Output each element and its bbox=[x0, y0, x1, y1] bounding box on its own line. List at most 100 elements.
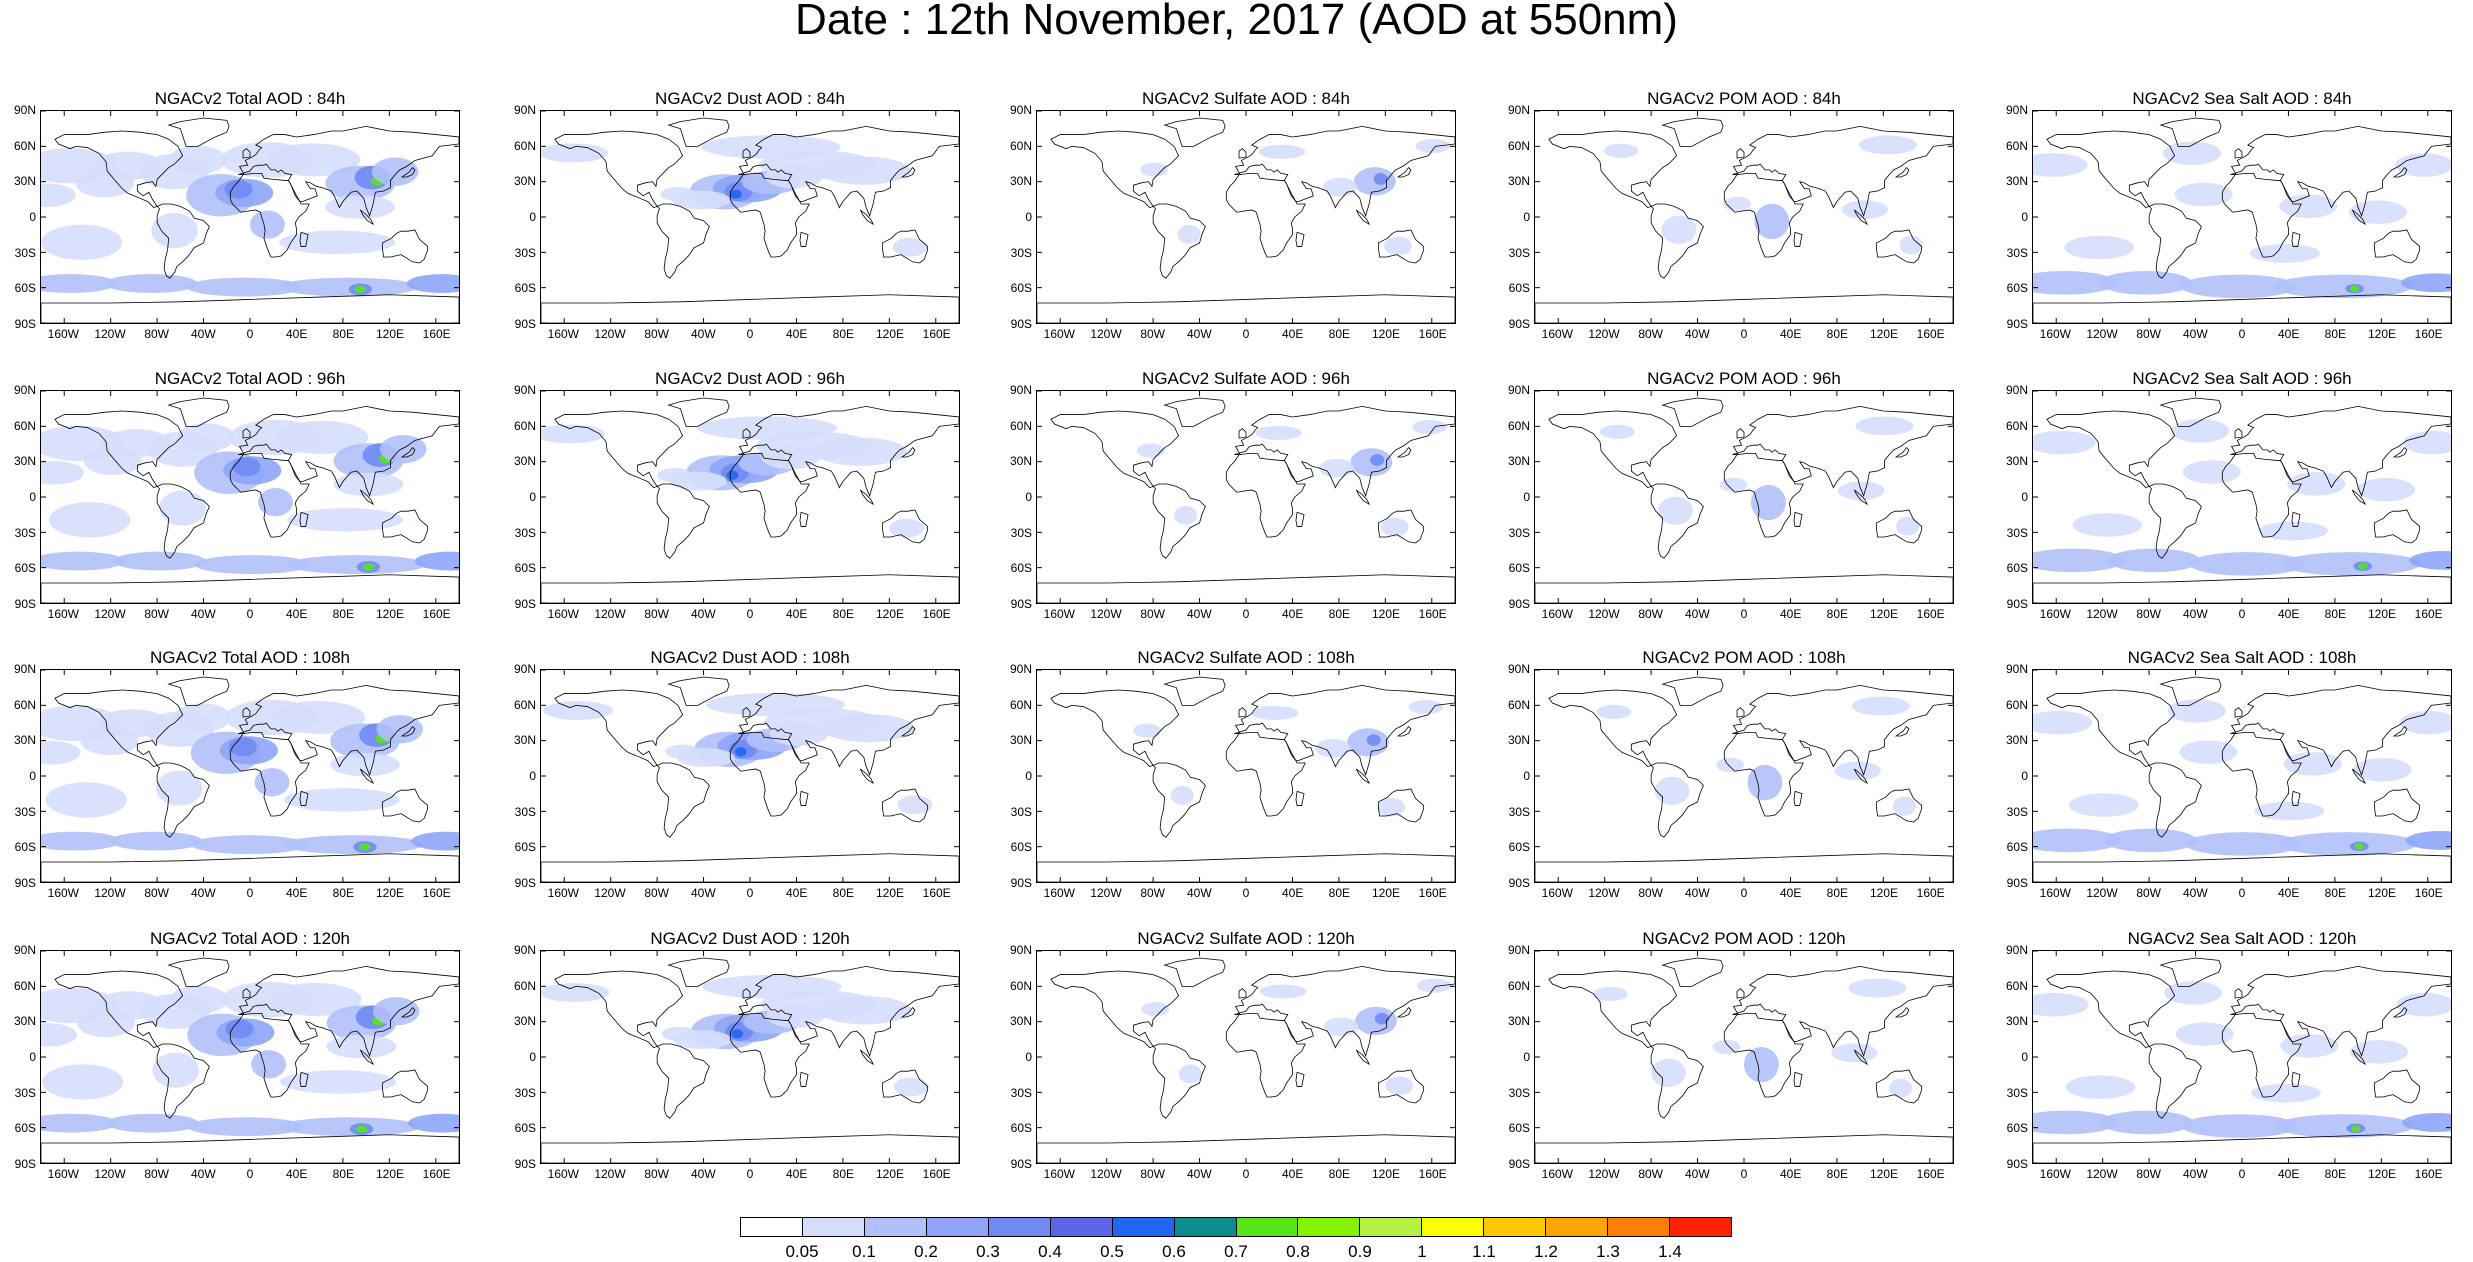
aod-region bbox=[41, 1113, 118, 1133]
coastline bbox=[1037, 294, 1455, 323]
lon-tick-label: 160E bbox=[1916, 886, 1945, 900]
lat-tick-label: 90S bbox=[2006, 876, 2028, 890]
aod-region bbox=[726, 470, 739, 480]
lat-tick-label: 60N bbox=[1507, 138, 1530, 153]
coastline bbox=[1234, 405, 1455, 497]
coastline bbox=[2234, 988, 2243, 999]
coastline bbox=[1163, 117, 1226, 147]
coastline bbox=[1853, 489, 1869, 506]
lon-tick-label: 160E bbox=[1418, 607, 1447, 621]
lat-tick-label: 60S bbox=[1010, 840, 1032, 855]
lon-tick-label: 120W bbox=[2086, 886, 2118, 900]
lat-tick-label: 30S bbox=[1508, 525, 1530, 540]
coastline bbox=[2221, 453, 2302, 538]
aod-region bbox=[2403, 430, 2451, 455]
coastline bbox=[1050, 689, 1180, 768]
lat-tick-label: 60S bbox=[14, 561, 36, 576]
coastline bbox=[799, 231, 809, 247]
aod-region bbox=[2399, 710, 2451, 735]
lat-tick-label: 60N bbox=[1507, 978, 1530, 993]
lat-tick-label: 60S bbox=[14, 281, 36, 296]
lon-tick-label: 120E bbox=[2367, 607, 2397, 621]
coastline bbox=[1396, 166, 1412, 178]
aod-region bbox=[194, 555, 311, 575]
colorbar-swatch bbox=[1236, 1218, 1299, 1236]
lon-tick-label: 120E bbox=[875, 327, 905, 341]
aod-region bbox=[152, 1052, 199, 1088]
coastline bbox=[156, 1043, 210, 1119]
coastlines bbox=[41, 117, 459, 323]
lon-tick-label: 40W bbox=[690, 886, 716, 900]
lon-tick-label: 120E bbox=[375, 886, 405, 900]
lat-tick-label: 30S bbox=[1508, 245, 1530, 260]
aod-region bbox=[2356, 477, 2416, 502]
coastline bbox=[1548, 689, 1678, 768]
coastline bbox=[900, 725, 916, 737]
coastline bbox=[2373, 788, 2421, 823]
lat-tick-label: 90S bbox=[14, 317, 36, 331]
lat-tick-label: 90S bbox=[1010, 876, 1032, 890]
coastline bbox=[299, 1071, 309, 1087]
coastline bbox=[242, 707, 251, 718]
lon-tick-label: 0 bbox=[1740, 1167, 1748, 1181]
coastlines bbox=[2033, 397, 2451, 603]
colorbar-swatch bbox=[1608, 1218, 1671, 1236]
coastline bbox=[2234, 148, 2243, 159]
lat-tick-label: 60N bbox=[13, 138, 36, 153]
coastline bbox=[1875, 509, 1923, 544]
coastline bbox=[742, 707, 751, 718]
aod-region bbox=[371, 157, 419, 186]
lon-tick-label: 0 bbox=[746, 327, 754, 341]
lon-tick-label: 120E bbox=[875, 607, 905, 621]
aod-region bbox=[897, 795, 933, 815]
lon-tick-label: 80E bbox=[1826, 1167, 1848, 1181]
colorbar-swatch bbox=[1422, 1218, 1485, 1236]
lat-tick-label: 60N bbox=[2005, 697, 2028, 712]
lon-tick-label: 40W bbox=[1186, 327, 1212, 341]
coastline bbox=[1050, 410, 1180, 489]
aod-region bbox=[2033, 710, 2093, 735]
colorbar-swatch bbox=[864, 1218, 927, 1236]
coastline bbox=[2046, 410, 2176, 489]
coastline bbox=[2230, 684, 2451, 776]
axis-ticks bbox=[2033, 951, 2451, 1163]
coastline bbox=[1793, 231, 1803, 247]
lon-tick-label: 80E bbox=[1826, 886, 1848, 900]
aod-region bbox=[280, 1117, 420, 1137]
coastline bbox=[541, 853, 959, 882]
lat-tick-label: 0 bbox=[1523, 769, 1530, 783]
lon-tick-label: 80E bbox=[2324, 1167, 2346, 1181]
aod-region bbox=[155, 770, 203, 806]
lat-tick-label: 60S bbox=[1508, 281, 1530, 296]
coastline bbox=[167, 957, 230, 987]
lon-tick-label: 40W bbox=[2182, 886, 2208, 900]
lat-tick-label: 30N bbox=[1507, 454, 1530, 469]
lon-tick-label: 0 bbox=[1740, 327, 1748, 341]
coastline bbox=[1661, 397, 1724, 427]
coastline bbox=[729, 732, 810, 817]
aod-region bbox=[2164, 981, 2223, 1005]
lon-tick-label: 160W bbox=[47, 327, 79, 341]
aod-region bbox=[2033, 992, 2089, 1017]
coastline bbox=[1894, 1006, 1910, 1018]
coastline bbox=[742, 428, 751, 439]
coastline bbox=[1723, 453, 1804, 538]
aod-region bbox=[373, 997, 420, 1026]
lon-tick-label: 80E bbox=[2324, 607, 2346, 621]
lon-tick-label: 80E bbox=[1328, 607, 1350, 621]
lat-tick-label: 90N bbox=[1009, 943, 1032, 957]
aod-region bbox=[1177, 224, 1201, 244]
aod-region bbox=[2103, 828, 2197, 853]
panel-title: NGACv2 POM AOD : 108h bbox=[1642, 648, 1846, 667]
lat-tick-label: 60S bbox=[2006, 1121, 2028, 1136]
map-canvas bbox=[41, 391, 459, 603]
lat-tick-label: 60N bbox=[1009, 138, 1032, 153]
aod-region bbox=[42, 1064, 124, 1100]
lat-tick-label: 30S bbox=[14, 245, 36, 260]
coastline bbox=[881, 509, 929, 544]
lon-tick-label: 120W bbox=[594, 1167, 626, 1181]
coastline bbox=[381, 788, 429, 823]
aod-region bbox=[892, 237, 928, 257]
coastline bbox=[1853, 768, 1869, 785]
map-panel-dust: NGACv2 Dust AOD : 96h 90N 60N 30N 0 30S 60S 90S… bbox=[514, 370, 960, 620]
